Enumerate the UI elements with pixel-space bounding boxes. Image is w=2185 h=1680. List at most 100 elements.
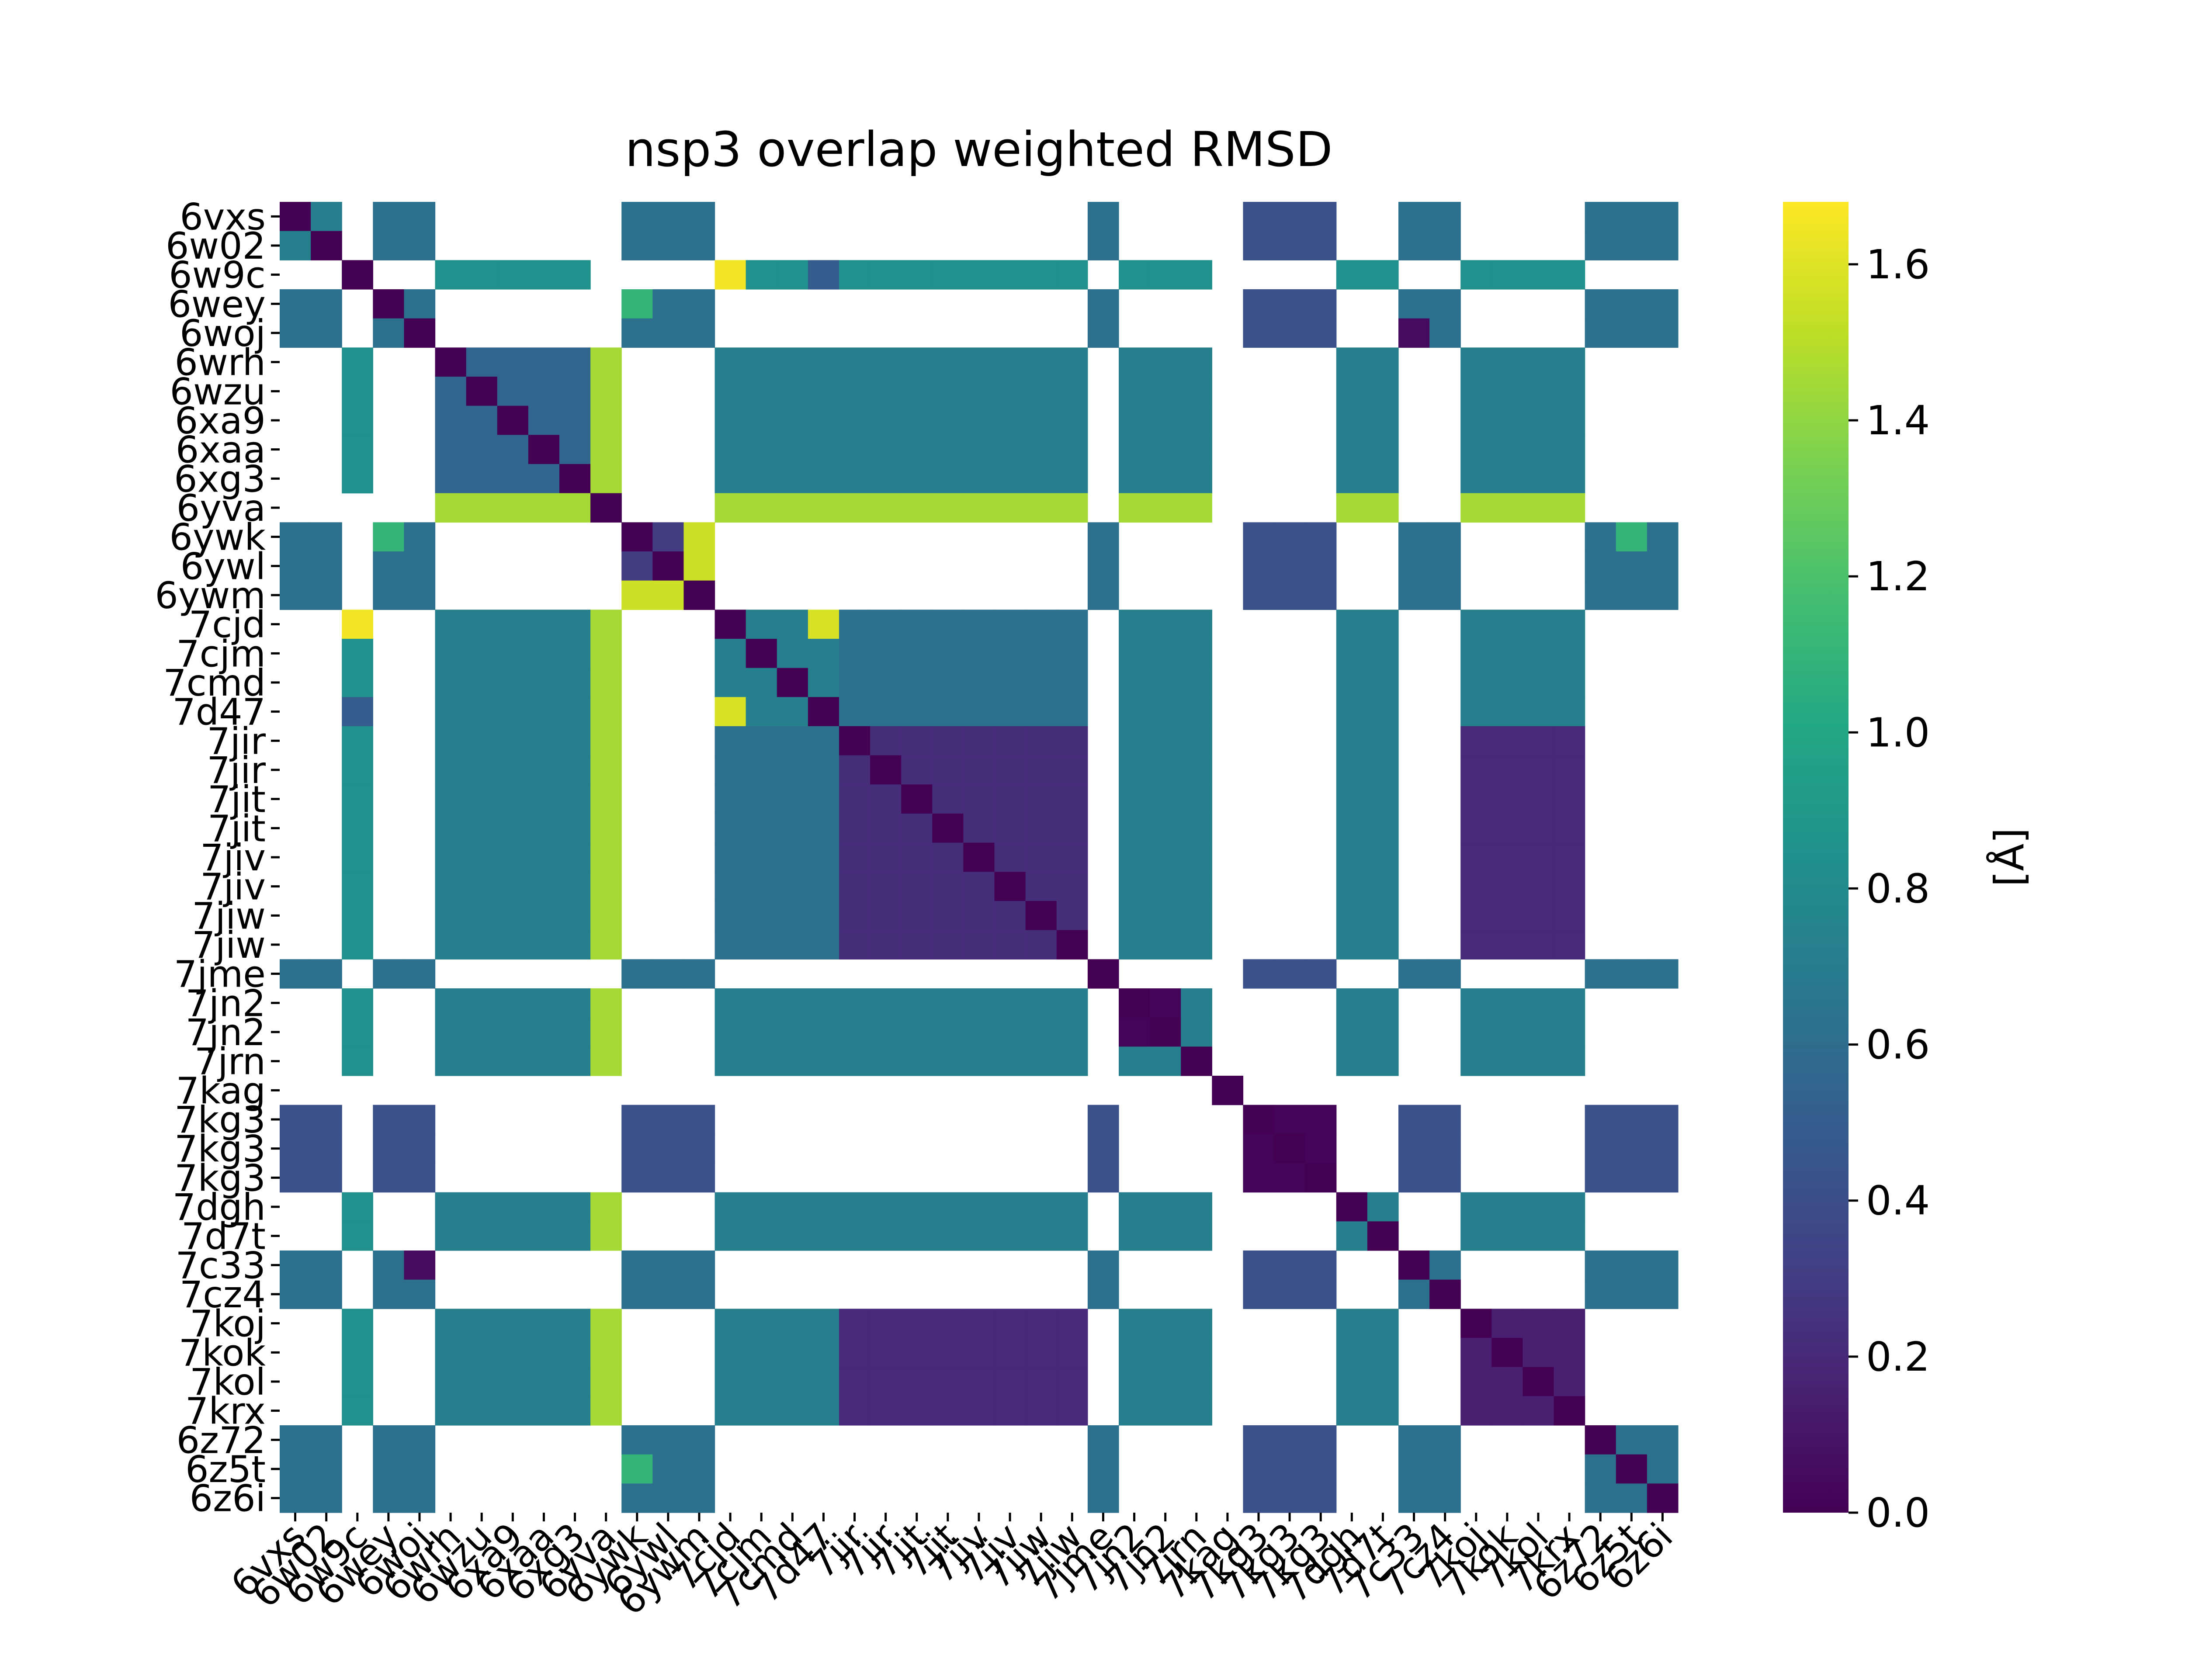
- heatmap-cell: [1181, 639, 1212, 669]
- heatmap-cell: [1554, 1396, 1585, 1426]
- y-tick-label: 7d7t: [181, 1215, 266, 1258]
- heatmap-cell: [901, 814, 933, 843]
- heatmap-cell: [1647, 1134, 1679, 1164]
- heatmap-cell: [808, 988, 839, 1018]
- heatmap-cell: [621, 522, 653, 552]
- heatmap-cell: [839, 697, 871, 727]
- heatmap-cell: [497, 1017, 529, 1047]
- heatmap-cell: [932, 842, 964, 872]
- heatmap-cell: [1119, 405, 1150, 435]
- heatmap-cell: [1491, 842, 1523, 872]
- heatmap-cell: [1523, 260, 1554, 290]
- heatmap-cell: [1336, 1017, 1368, 1047]
- heatmap-cell: [1336, 668, 1368, 697]
- heatmap-cell: [1398, 1279, 1430, 1309]
- heatmap-cell: [621, 1425, 653, 1455]
- heatmap-cell: [1056, 464, 1088, 494]
- heatmap-cell: [1025, 1309, 1057, 1338]
- heatmap-cell: [1554, 1017, 1585, 1047]
- heatmap-cell: [746, 784, 777, 814]
- heatmap-cell: [559, 347, 591, 377]
- heatmap-cell: [1460, 697, 1492, 727]
- heatmap-cell: [590, 1046, 622, 1076]
- heatmap-cell: [839, 435, 871, 464]
- heatmap-cell: [994, 435, 1026, 464]
- heatmap-cell: [652, 231, 684, 260]
- heatmap-cell: [1274, 959, 1306, 989]
- heatmap-cell: [1056, 347, 1088, 377]
- heatmap-cell: [1025, 668, 1057, 697]
- heatmap-cell: [497, 1046, 529, 1076]
- heatmap-cell: [1616, 1483, 1647, 1513]
- heatmap-cell: [1305, 1279, 1337, 1309]
- heatmap-cell: [901, 1309, 933, 1338]
- heatmap-cell: [714, 493, 746, 523]
- heatmap-cell: [342, 930, 373, 960]
- y-tick-label: 6ywl: [180, 545, 266, 588]
- heatmap-cell: [528, 639, 560, 669]
- heatmap-cell: [435, 697, 467, 727]
- heatmap-cell: [808, 668, 839, 697]
- heatmap-cell: [746, 872, 777, 901]
- heatmap-cell: [1429, 202, 1461, 232]
- heatmap-cell: [1554, 639, 1585, 669]
- heatmap-cell: [1305, 1163, 1337, 1193]
- heatmap-cell: [1056, 639, 1088, 669]
- heatmap-cell: [714, 1367, 746, 1396]
- heatmap-cell: [1460, 1017, 1492, 1047]
- heatmap-cell: [994, 464, 1026, 494]
- heatmap-cell: [342, 901, 373, 931]
- heatmap-cell: [590, 988, 622, 1018]
- y-tick-label: 7kol: [190, 1361, 266, 1403]
- heatmap-cell: [746, 405, 777, 435]
- heatmap-cell: [1336, 814, 1368, 843]
- heatmap-cell: [1087, 1134, 1119, 1164]
- heatmap-cell: [1336, 1309, 1368, 1338]
- y-tick-label: 7kag: [176, 1069, 266, 1112]
- heatmap-cell: [963, 493, 995, 523]
- heatmap-cell: [901, 697, 933, 727]
- heatmap-cell: [652, 580, 684, 610]
- heatmap-cell: [1460, 726, 1492, 756]
- heatmap-cell: [435, 726, 467, 756]
- heatmap-cell: [590, 726, 622, 756]
- heatmap-cell: [808, 1367, 839, 1396]
- heatmap-cell: [1523, 610, 1554, 639]
- heatmap-cell: [1616, 1250, 1647, 1280]
- heatmap-cell: [1336, 901, 1368, 931]
- heatmap-cell: [1336, 464, 1368, 494]
- heatmap-cell: [714, 901, 746, 931]
- heatmap-cell: [466, 464, 498, 494]
- heatmap-cell: [963, 260, 995, 290]
- heatmap-cell: [1491, 435, 1523, 464]
- heatmap-cell: [621, 1454, 653, 1484]
- heatmap-cell: [497, 493, 529, 523]
- heatmap-cell: [808, 1221, 839, 1251]
- heatmap-cell: [870, 726, 902, 756]
- heatmap-cell: [1056, 726, 1088, 756]
- heatmap-cell: [435, 493, 467, 523]
- heatmap-cell: [1150, 405, 1181, 435]
- heatmap-cell: [497, 901, 529, 931]
- heatmap-cell: [1119, 668, 1150, 697]
- heatmap-cell: [280, 1134, 311, 1164]
- heatmap-cell: [373, 1250, 405, 1280]
- heatmap-cell: [435, 988, 467, 1018]
- heatmap-cell: [932, 1192, 964, 1222]
- colorbar-tick-label: 0.0: [1866, 1489, 1930, 1536]
- heatmap-cell: [1491, 639, 1523, 669]
- heatmap-cell: [1585, 580, 1616, 610]
- heatmap-cell: [714, 1192, 746, 1222]
- heatmap-cell: [1460, 784, 1492, 814]
- heatmap-cell: [1150, 842, 1181, 872]
- heatmap-cell: [1243, 1483, 1275, 1513]
- heatmap-cell: [1025, 464, 1057, 494]
- heatmap-cell: [1274, 1250, 1306, 1280]
- heatmap-cell: [714, 1309, 746, 1338]
- y-tick-label: 7dgh: [173, 1186, 266, 1229]
- heatmap-cell: [1181, 435, 1212, 464]
- heatmap-cell: [621, 959, 653, 989]
- heatmap-cell: [1243, 289, 1275, 319]
- y-tick-label: 6xg3: [174, 457, 266, 500]
- heatmap-cell: [435, 1367, 467, 1396]
